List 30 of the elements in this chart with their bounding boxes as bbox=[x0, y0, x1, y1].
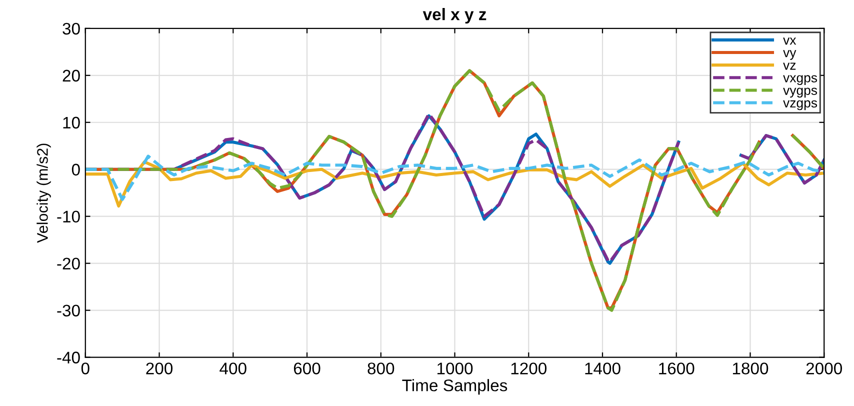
y-tick-label: -20 bbox=[57, 258, 80, 270]
legend-label: vxgps bbox=[783, 75, 818, 86]
chart-title: vel x y z bbox=[422, 8, 486, 24]
x-tick-label: 2000 bbox=[806, 362, 842, 374]
line-series bbox=[85, 160, 824, 208]
x-tick-label: 800 bbox=[368, 362, 394, 374]
x-tick-label: 600 bbox=[294, 362, 320, 374]
legend-label: vx bbox=[783, 38, 796, 45]
x-axis-title: Time Samples bbox=[402, 379, 508, 395]
y-tick-label: -30 bbox=[57, 304, 80, 317]
x-tick-label: 1600 bbox=[659, 362, 694, 374]
line-series bbox=[85, 154, 824, 201]
legend-label: vy bbox=[783, 50, 796, 60]
x-tick-label: 1200 bbox=[511, 362, 547, 374]
x-tick-label: 400 bbox=[220, 362, 246, 374]
x-tick-label: 1800 bbox=[732, 362, 768, 374]
x-tick-label: 1000 bbox=[437, 362, 473, 374]
y-tick-label: 20 bbox=[62, 70, 80, 82]
x-tick-label: 1400 bbox=[585, 362, 620, 374]
legend-label: vz bbox=[783, 62, 796, 70]
x-tick-label: 200 bbox=[146, 362, 173, 374]
y-tick-label: -10 bbox=[57, 210, 80, 223]
legend-label: vygps bbox=[783, 88, 818, 98]
y-tick-label: 10 bbox=[63, 116, 80, 129]
y-axis-title: Velocity (m/s2) bbox=[36, 144, 51, 243]
y-tick-label: 0 bbox=[72, 164, 80, 176]
legend-label: vzgps bbox=[783, 100, 818, 110]
y-tick-label: -40 bbox=[57, 352, 80, 364]
x-tick-label: 0 bbox=[81, 362, 90, 374]
y-tick-label: 30 bbox=[62, 22, 80, 35]
